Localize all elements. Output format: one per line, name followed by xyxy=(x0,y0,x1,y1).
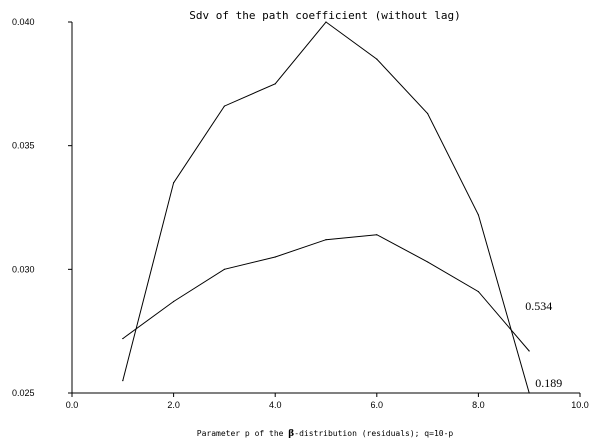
data-point xyxy=(376,58,378,60)
y-tick-label: 0.040 xyxy=(12,17,35,27)
x-axis-label-symbol: β xyxy=(288,429,294,439)
x-axis-label: Parameter p of the β-distribution (resid… xyxy=(197,429,454,439)
series-line-2 xyxy=(122,234,530,352)
end-labels: 0.189 0.534 xyxy=(525,299,562,390)
data-point xyxy=(325,239,327,241)
data-point xyxy=(223,268,225,270)
data-point xyxy=(223,105,225,107)
series-end-label: 0.534 xyxy=(525,299,552,313)
y-tick-label: 0.025 xyxy=(12,388,35,398)
data-point xyxy=(274,83,276,85)
data-point xyxy=(173,300,175,303)
x-tick-label: 8.0 xyxy=(472,400,485,410)
x-tick-label: 6.0 xyxy=(371,400,384,410)
y-ticks: 0.025 0.030 0.035 0.040 xyxy=(12,17,72,398)
x-tick-label: 2.0 xyxy=(167,400,180,410)
series-group xyxy=(122,21,530,394)
data-point xyxy=(376,234,378,236)
x-tick-label: 4.0 xyxy=(269,400,282,410)
y-tick-label: 0.035 xyxy=(12,141,35,151)
data-point xyxy=(122,380,124,382)
data-point xyxy=(528,350,530,352)
y-tick-label: 0.030 xyxy=(12,264,35,274)
data-point xyxy=(325,21,327,23)
data-point xyxy=(427,112,429,115)
series-line-1 xyxy=(122,21,530,394)
chart-title: Sdv of the path coefficient (without lag… xyxy=(189,9,461,22)
x-ticks: 0.0 2.0 4.0 6.0 8.0 10.0 xyxy=(66,393,589,410)
data-point xyxy=(477,290,479,293)
x-axis-label-suffix: -distribution (residuals); q=10-p xyxy=(294,429,453,438)
data-point xyxy=(477,214,479,216)
x-tick-label: 10.0 xyxy=(571,400,589,410)
data-point xyxy=(274,256,276,258)
data-point xyxy=(528,392,530,394)
data-point xyxy=(173,182,175,184)
data-point xyxy=(122,337,124,340)
data-point xyxy=(427,261,429,263)
series-end-label: 0.189 xyxy=(535,376,562,390)
x-tick-label: 0.0 xyxy=(66,400,79,410)
chart-axes xyxy=(71,22,580,394)
x-axis-label-prefix: Parameter p of the xyxy=(197,429,289,438)
